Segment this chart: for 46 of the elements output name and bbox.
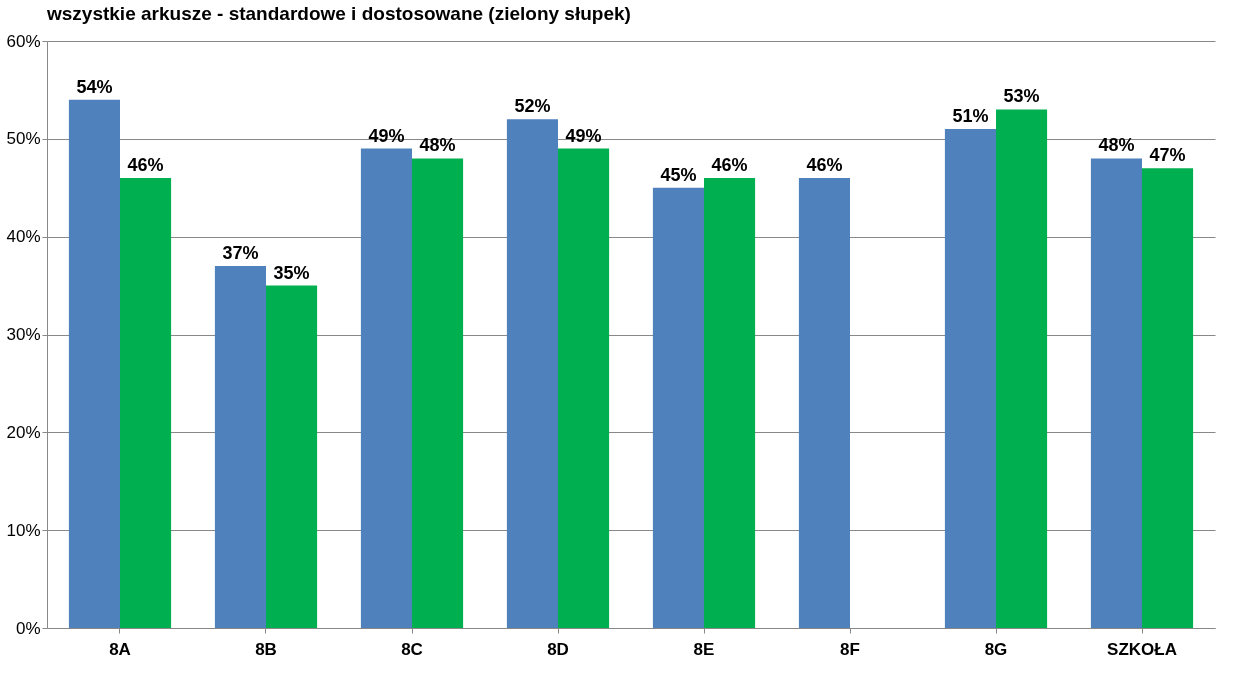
x-tick-label: 8G: [984, 639, 1008, 659]
bar: [214, 266, 266, 628]
y-tick-label: 30%: [6, 325, 41, 344]
x-tick-label: SZKOŁA: [1107, 639, 1177, 659]
x-tick-label: 8E: [693, 639, 715, 659]
y-tick-label: 0%: [15, 618, 41, 638]
data-label: 49%: [368, 125, 405, 146]
x-tick-label: 8B: [255, 639, 277, 659]
data-label: 49%: [565, 125, 602, 146]
bar: [120, 177, 172, 628]
data-label: 35%: [273, 262, 310, 283]
bar: [652, 187, 704, 628]
bar: [266, 285, 318, 628]
bar: [558, 148, 610, 628]
data-label: 53%: [1003, 86, 1040, 107]
data-label: 52%: [514, 96, 551, 117]
bar: [68, 99, 120, 628]
x-tick-label: 8F: [840, 639, 860, 659]
data-label: 51%: [952, 106, 989, 127]
data-label: 47%: [1149, 145, 1186, 166]
bar: [798, 177, 850, 628]
y-tick-label: 10%: [6, 520, 41, 540]
data-label: 54%: [76, 76, 113, 97]
bar: [506, 119, 558, 628]
data-label: 37%: [222, 243, 259, 264]
bar: [360, 148, 412, 628]
chart-title: wszystkie arkusze - standardowe i dostosowane (zielony słupek): [46, 3, 631, 24]
data-label: 45%: [660, 164, 697, 185]
y-tick-label: 40%: [6, 227, 41, 247]
data-label: 46%: [127, 154, 164, 175]
bar: [996, 109, 1048, 628]
bar: [944, 129, 996, 628]
bar: [1142, 168, 1194, 628]
data-label: 46%: [806, 154, 843, 175]
bar: [412, 158, 464, 628]
y-tick-label: 50%: [6, 129, 41, 149]
y-tick-label: 60%: [6, 31, 41, 51]
bar: [704, 177, 756, 628]
y-tick-label: 20%: [6, 422, 41, 442]
x-tick-label: 8D: [547, 639, 569, 659]
x-tick-label: 8C: [401, 639, 423, 659]
bar: [1090, 158, 1142, 628]
x-tick-label: 8A: [109, 639, 131, 659]
data-label: 48%: [1098, 135, 1135, 156]
data-label: 46%: [711, 154, 748, 175]
data-label: 48%: [419, 135, 456, 156]
